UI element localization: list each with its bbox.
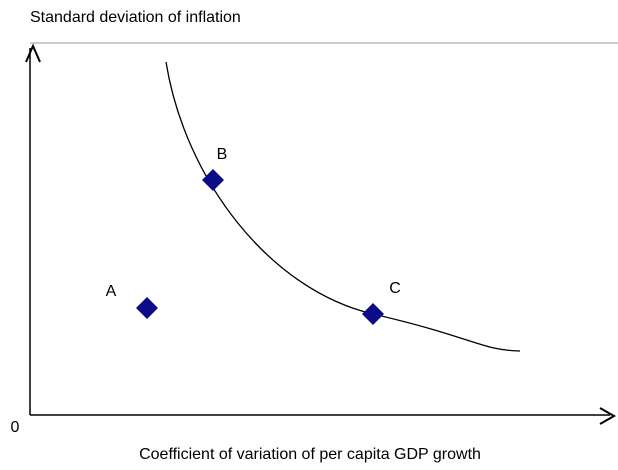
point-marker <box>136 297 158 319</box>
origin-label: 0 <box>11 419 20 436</box>
x-axis-title: Coefficient of variation of per capita G… <box>139 446 481 463</box>
point-marker <box>362 303 384 325</box>
point-label: A <box>106 283 117 300</box>
x-axis-arrow <box>599 407 617 425</box>
point-marker <box>202 169 224 191</box>
y-axis-arrow <box>25 43 41 63</box>
point-label: B <box>217 146 228 163</box>
point-label: C <box>389 280 401 297</box>
y-axis-title: Standard deviation of inflation <box>30 9 241 26</box>
trade-off-curve <box>165 61 521 352</box>
